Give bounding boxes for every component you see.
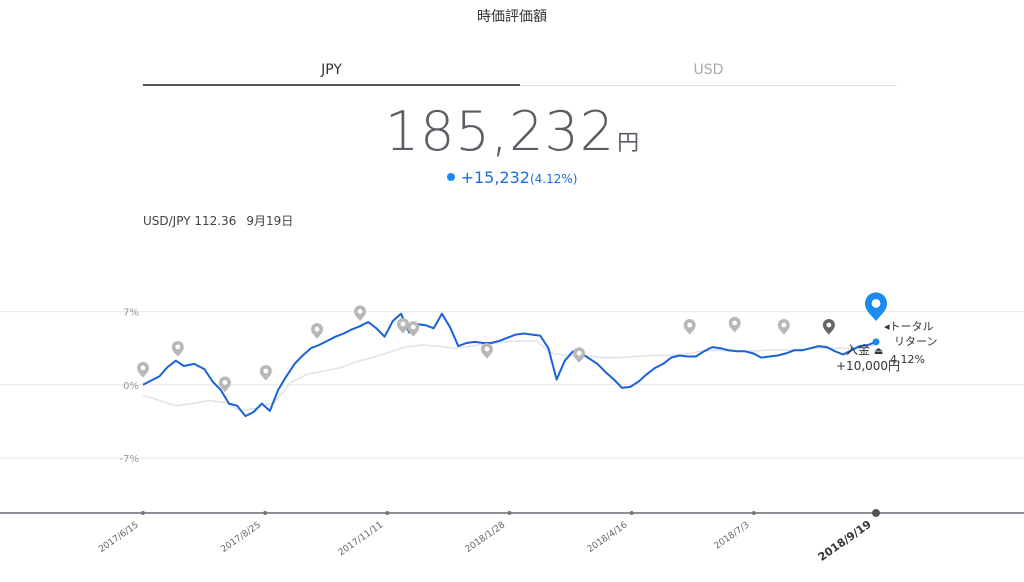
y-tick-label: 0%: [123, 381, 139, 392]
page-title: 時価評価額: [477, 9, 547, 25]
deposit-label: 入金 ⏏: [846, 343, 884, 357]
x-tick-label: 2018/1/28: [464, 520, 508, 555]
event-pin-icon-hole: [314, 326, 320, 332]
benchmark-line: [142, 340, 877, 412]
x-tick-dot: [263, 511, 268, 515]
change-amount: +15,232: [460, 168, 530, 187]
event-pin-icon-hole: [781, 322, 787, 328]
change-dot-icon: [446, 172, 455, 181]
x-tick-label: 2017/8/25: [219, 520, 263, 555]
event-pin-icon-hole: [263, 368, 269, 374]
x-tick-dot: [872, 509, 880, 517]
x-tick-label: 2018/7/3: [713, 520, 752, 551]
y-tick-label: 7%: [123, 308, 139, 319]
event-pin-icon-hole: [732, 320, 738, 326]
x-tick-label: 2017/11/11: [337, 520, 385, 558]
change-percent: (4.12%): [529, 172, 578, 186]
x-tick-dot: [751, 511, 756, 515]
deposit-amount: +10,000円: [836, 359, 901, 373]
current-point: [872, 338, 880, 346]
x-tick-dot: [507, 511, 512, 515]
x-tick-label: 2017/6/15: [97, 520, 141, 555]
y-tick-label: -7%: [120, 454, 139, 465]
event-pin-icon-hole: [357, 309, 363, 314]
fx-pair: USD/JPY 112.36: [143, 214, 237, 228]
tab-jpy[interactable]: JPY: [143, 60, 520, 86]
event-pin-icon-hole: [410, 324, 416, 330]
valuation-unit: 円: [617, 131, 640, 156]
x-tick-label: 2018/9/19: [816, 518, 874, 564]
event-pin-icon-hole: [400, 321, 406, 327]
x-tick-dot: [385, 511, 390, 515]
event-pin-icon-hole: [687, 322, 693, 328]
fx-rate: USD/JPY 112.36 9月19日: [143, 212, 303, 229]
x-tick-label: 2018/4/16: [586, 520, 630, 555]
change-display: +15,232(4.12%): [0, 168, 1024, 187]
tab-usd[interactable]: USD: [520, 60, 897, 86]
x-tick-dot: [141, 511, 145, 515]
event-pin-icon-hole: [222, 380, 228, 385]
fx-date: 9月19日: [246, 214, 294, 228]
event-pin-icon-hole: [140, 365, 146, 371]
portfolio-line: [142, 312, 877, 418]
deposit-pin-icon-hole: [826, 322, 832, 328]
download-icon: ⏏: [873, 346, 884, 357]
total-return-value: 4.12%: [890, 353, 925, 366]
valuation-amount: 185,232: [384, 100, 616, 163]
event-pin-icon-hole: [484, 346, 490, 352]
current-position-pin-icon-hole: [871, 299, 881, 308]
event-pin-icon-hole: [175, 344, 181, 350]
currency-tabs: JPY USD: [143, 60, 897, 86]
total-return-label-2: リターン: [894, 335, 938, 348]
valuation-display: 185,232円: [0, 100, 1024, 163]
total-return-label: ◂トータル: [884, 320, 934, 333]
x-tick-dot: [629, 511, 634, 515]
event-pin-icon-hole: [576, 350, 582, 356]
